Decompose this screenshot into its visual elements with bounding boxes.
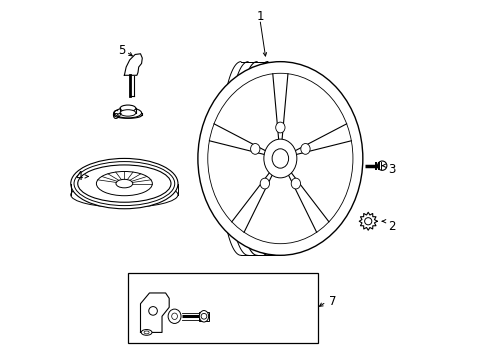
Bar	[199, 312, 208, 321]
Ellipse shape	[141, 329, 152, 335]
Ellipse shape	[71, 182, 178, 207]
Ellipse shape	[120, 110, 136, 116]
Text: 3: 3	[387, 163, 394, 176]
Ellipse shape	[171, 313, 177, 319]
Text: 7: 7	[328, 296, 336, 309]
Ellipse shape	[74, 162, 174, 206]
Polygon shape	[124, 54, 142, 75]
Text: 1: 1	[257, 10, 264, 23]
Ellipse shape	[250, 144, 260, 154]
Ellipse shape	[199, 311, 208, 322]
Ellipse shape	[264, 139, 296, 178]
Bar	[128, 273, 317, 343]
Ellipse shape	[116, 179, 132, 188]
Ellipse shape	[148, 307, 157, 315]
Text: 6: 6	[111, 109, 119, 122]
Ellipse shape	[377, 161, 386, 170]
Ellipse shape	[78, 165, 171, 202]
Ellipse shape	[300, 144, 309, 154]
Ellipse shape	[71, 158, 178, 209]
Ellipse shape	[114, 108, 142, 118]
Ellipse shape	[168, 309, 181, 323]
Text: 4: 4	[75, 170, 82, 183]
Ellipse shape	[201, 314, 206, 319]
Polygon shape	[140, 293, 169, 332]
Ellipse shape	[271, 149, 288, 168]
Ellipse shape	[96, 171, 152, 196]
Ellipse shape	[198, 62, 362, 255]
Polygon shape	[359, 212, 376, 230]
Ellipse shape	[260, 178, 269, 189]
Ellipse shape	[144, 331, 149, 334]
Ellipse shape	[291, 178, 300, 189]
Text: 5: 5	[118, 44, 125, 57]
Text: 2: 2	[387, 220, 395, 233]
Ellipse shape	[120, 105, 136, 112]
Ellipse shape	[364, 218, 371, 225]
Ellipse shape	[275, 122, 285, 133]
